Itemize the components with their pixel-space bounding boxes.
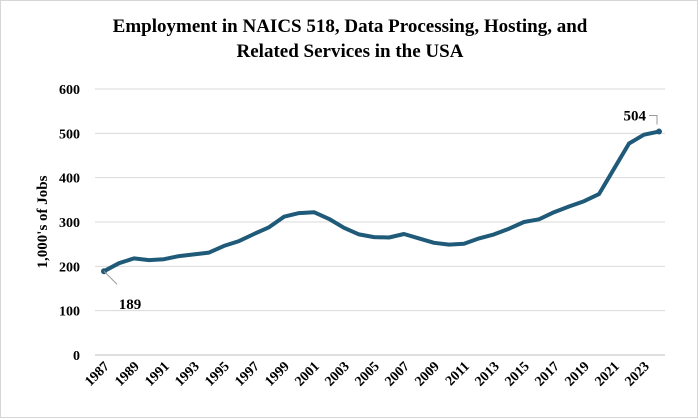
- x-axis-ticks: 1987 1989 1991 1993 1995 1997 1999 2001 2003 2005…: [82, 359, 652, 389]
- annotation-label-end: 504: [624, 109, 647, 125]
- y-tick-label-0: 0: [73, 349, 80, 364]
- x-tick-label-1999: 1999: [262, 359, 292, 389]
- x-tick-label-2001: 2001: [292, 359, 322, 389]
- series-points: [102, 130, 661, 274]
- series-line-employment: [102, 129, 661, 274]
- chart-title: Employment in NAICS 518, Data Processing…: [0, 14, 700, 64]
- chart-title-line-2: Related Services in the USA: [236, 41, 464, 62]
- x-tick-label-1991: 1991: [142, 359, 172, 389]
- y-tick-label-600: 600: [59, 83, 80, 98]
- x-tick-label-1995: 1995: [202, 359, 232, 389]
- x-tick-label-2011: 2011: [443, 359, 473, 389]
- annotation-label-start: 189: [119, 297, 142, 313]
- x-tick-label-2017: 2017: [532, 359, 562, 389]
- y-tick-label-400: 400: [59, 172, 80, 187]
- y-tick-label-100: 100: [59, 305, 80, 320]
- gridlines: [95, 88, 665, 356]
- annotation-leader-end: [649, 115, 658, 125]
- x-tick-label-1997: 1997: [232, 359, 262, 389]
- y-tick-label-200: 200: [59, 260, 80, 275]
- x-tick-label-2023: 2023: [622, 359, 652, 389]
- x-tick-label-1987: 1987: [82, 359, 112, 389]
- annotation-leader-start: [103, 270, 118, 285]
- x-tick-label-2019: 2019: [562, 359, 592, 389]
- x-tick-label-2007: 2007: [382, 359, 412, 389]
- x-tick-label-2013: 2013: [472, 359, 502, 389]
- y-tick-label-300: 300: [59, 216, 80, 231]
- chart-title-line-1: Employment in NAICS 518, Data Processing…: [112, 16, 588, 37]
- y-axis-ticks: 0 100 200 300 400 500 600: [59, 83, 80, 364]
- annotation-marker-end: [656, 128, 662, 135]
- y-axis-label: 1,000's of Jobs: [35, 175, 51, 268]
- x-tick-label-2009: 2009: [412, 359, 442, 389]
- x-tick-label-2021: 2021: [592, 359, 622, 389]
- x-tick-label-1993: 1993: [172, 359, 202, 389]
- x-tick-label-2003: 2003: [322, 359, 352, 389]
- annotations: 189 504: [101, 109, 662, 313]
- x-tick-label-1989: 1989: [112, 359, 142, 389]
- x-tick-label-2005: 2005: [352, 359, 382, 389]
- y-tick-label-500: 500: [59, 127, 80, 142]
- x-tick-label-2015: 2015: [502, 359, 532, 389]
